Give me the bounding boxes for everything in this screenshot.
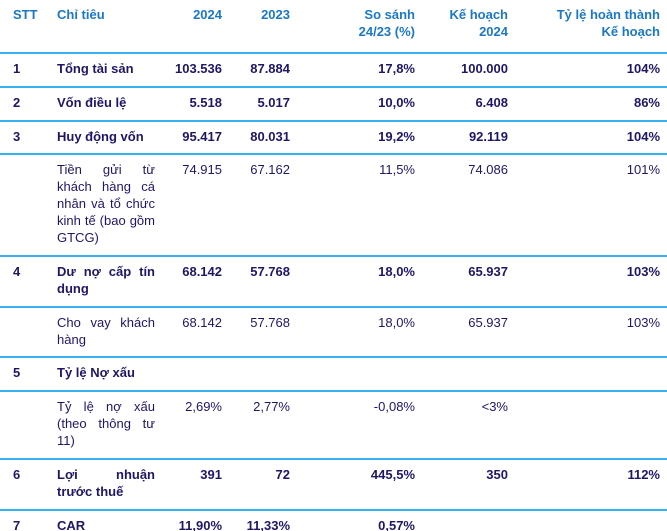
cell-ty-le: 103% [626,263,660,279]
cell-ty-le: 103% [626,314,660,330]
cell-ty-le: 112% [627,467,660,483]
header-row: STT Chỉ tiêu 2024 2023 So sánh 24/23 (%)… [0,0,667,53]
cell-so-sanh: 10,0% [378,94,415,110]
cell-2024: 95.417 [182,128,222,144]
cell-ke-hoach: 6.408 [475,94,508,110]
cell-ke-hoach [415,510,508,531]
cell-2023: 80.031 [250,128,290,144]
cell-ty-le: 104% [626,60,660,76]
row-label: Tỷ lệ Nợ xấu [57,365,135,381]
row-label: Vốn điều lệ [57,94,127,110]
header-ke-hoach-line1: Kế hoạch [449,7,508,22]
row-stt: 6 [13,467,21,483]
header-ty-le-line2: Kế hoạch [601,23,660,39]
cell-ke-hoach: 92.119 [468,128,508,144]
cell-2023: 87.884 [250,60,290,76]
table-header: STT Chỉ tiêu 2024 2023 So sánh 24/23 (%)… [0,0,667,53]
row-label: Dư nợ cấp tín dụng [57,263,155,296]
row-stt: 2 [13,94,21,110]
cell-2023: 5.017 [257,94,290,110]
row-label: Huy động vốn [57,128,144,144]
cell-2023: 57.768 [250,314,290,330]
table-row-von-dieu-le: 2 Vốn điều lệ 5.518 5.017 10,0% 6.408 86… [0,86,667,121]
cell-ty-le [508,357,667,391]
row-stt: 4 [13,263,21,279]
cell-so-sanh: 17,8% [378,60,415,76]
row-stt: 1 [13,60,21,76]
row-stt: 5 [13,365,21,381]
table-row-ty-le-no-xau-group: 5 Tỷ lệ Nợ xấu [0,357,667,391]
table-row-tong-tai-san: 1 Tổng tài sản 103.536 87.884 17,8% 100.… [0,52,667,87]
cell-ty-le: 86% [633,94,660,110]
cell-2024: 103.536 [175,60,222,76]
cell-ke-hoach: 100.000 [461,60,508,76]
header-so-sanh: So sánh 24/23 (%) [290,0,415,53]
row-stt [0,154,57,255]
cell-so-sanh [290,357,415,391]
cell-2024: 391 [200,467,222,483]
table-body: 1 Tổng tài sản 103.536 87.884 17,8% 100.… [0,52,667,531]
cell-2024: 68.142 [182,314,222,330]
header-ke-hoach-line2: 2024 [479,23,508,39]
table-row-car: 7 CAR 11,90% 11,33% 0,57% [0,509,667,531]
table-row-cho-vay-khach-hang: Cho vay khách hàng 68.142 57.768 18,0% 6… [0,306,667,358]
row-stt [0,391,57,459]
cell-ty-le: 101% [626,162,660,178]
cell-so-sanh: 18,0% [378,263,415,279]
cell-ke-hoach: 65.937 [468,314,508,330]
header-ty-le-line1: Tỷ lệ hoàn thành [556,7,660,22]
header-ke-hoach: Kế hoạch 2024 [415,0,508,53]
cell-so-sanh: -0,08% [373,399,415,415]
cell-so-sanh: 0,57% [378,517,415,531]
cell-ke-hoach: <3% [481,399,508,415]
cell-so-sanh: 445,5% [370,467,415,483]
cell-ty-le [508,391,667,459]
cell-2023: 11,33% [246,517,290,531]
header-2024: 2024 [193,7,222,22]
cell-ke-hoach: 74.086 [468,162,508,178]
row-label: Tỷ lệ nợ xấu (theo thông tư 11) [57,399,155,449]
cell-2024 [169,357,222,391]
header-so-sanh-line2: 24/23 (%) [358,23,415,39]
row-label: Cho vay khách hàng [57,314,155,347]
row-label: Lợi nhuận trước thuế [57,467,155,499]
cell-so-sanh: 19,2% [378,128,415,144]
header-chi-tieu: Chỉ tiêu [57,7,105,22]
cell-2023: 57.768 [250,263,290,279]
header-2023: 2023 [261,7,290,22]
row-stt [0,307,57,358]
cell-2024: 11,90% [178,517,222,531]
table-row-ty-le-no-xau-tt11: Tỷ lệ nợ xấu (theo thông tư 11) 2,69% 2,… [0,391,667,459]
row-label: CAR [57,517,86,531]
row-label: Tổng tài sản [57,60,134,76]
cell-so-sanh: 11,5% [379,162,415,178]
header-ty-le-hoan-thanh: Tỷ lệ hoàn thành Kế hoạch [508,0,667,53]
cell-ke-hoach: 65.937 [468,263,508,279]
cell-2023: 67.162 [250,162,290,178]
cell-ke-hoach [415,357,508,391]
table-row-huy-dong-von: 3 Huy động vốn 95.417 80.031 19,2% 92.11… [0,120,667,155]
cell-ke-hoach: 350 [486,467,508,483]
cell-2024: 68.142 [182,263,222,279]
table-row-du-no-cap-tin-dung: 4 Dư nợ cấp tín dụng 68.142 57.768 18,0%… [0,255,667,307]
cell-2024: 74.915 [182,162,222,178]
cell-ty-le: 104% [626,128,660,144]
table-row-loi-nhuan-truoc-thue: 6 Lợi nhuận trước thuế 391 72 445,5% 350… [0,459,667,510]
cell-2024: 5.518 [189,94,222,110]
row-stt: 3 [13,128,21,144]
cell-2023: 72 [275,467,290,483]
cell-ty-le [508,510,667,531]
table-row-tien-gui-khach-hang: Tiền gửi từ khách hàng cá nhân và tổ chứ… [0,154,667,255]
row-label: Tiền gửi từ khách hàng cá nhân và tổ chứ… [57,162,155,246]
cell-2023 [222,357,290,391]
header-so-sanh-line1: So sánh [364,7,415,22]
cell-2024: 2,69% [185,399,222,415]
row-stt: 7 [13,517,21,531]
header-stt: STT [13,7,38,22]
cell-so-sanh: 18,0% [378,314,415,330]
cell-2023: 2,77% [253,399,290,415]
